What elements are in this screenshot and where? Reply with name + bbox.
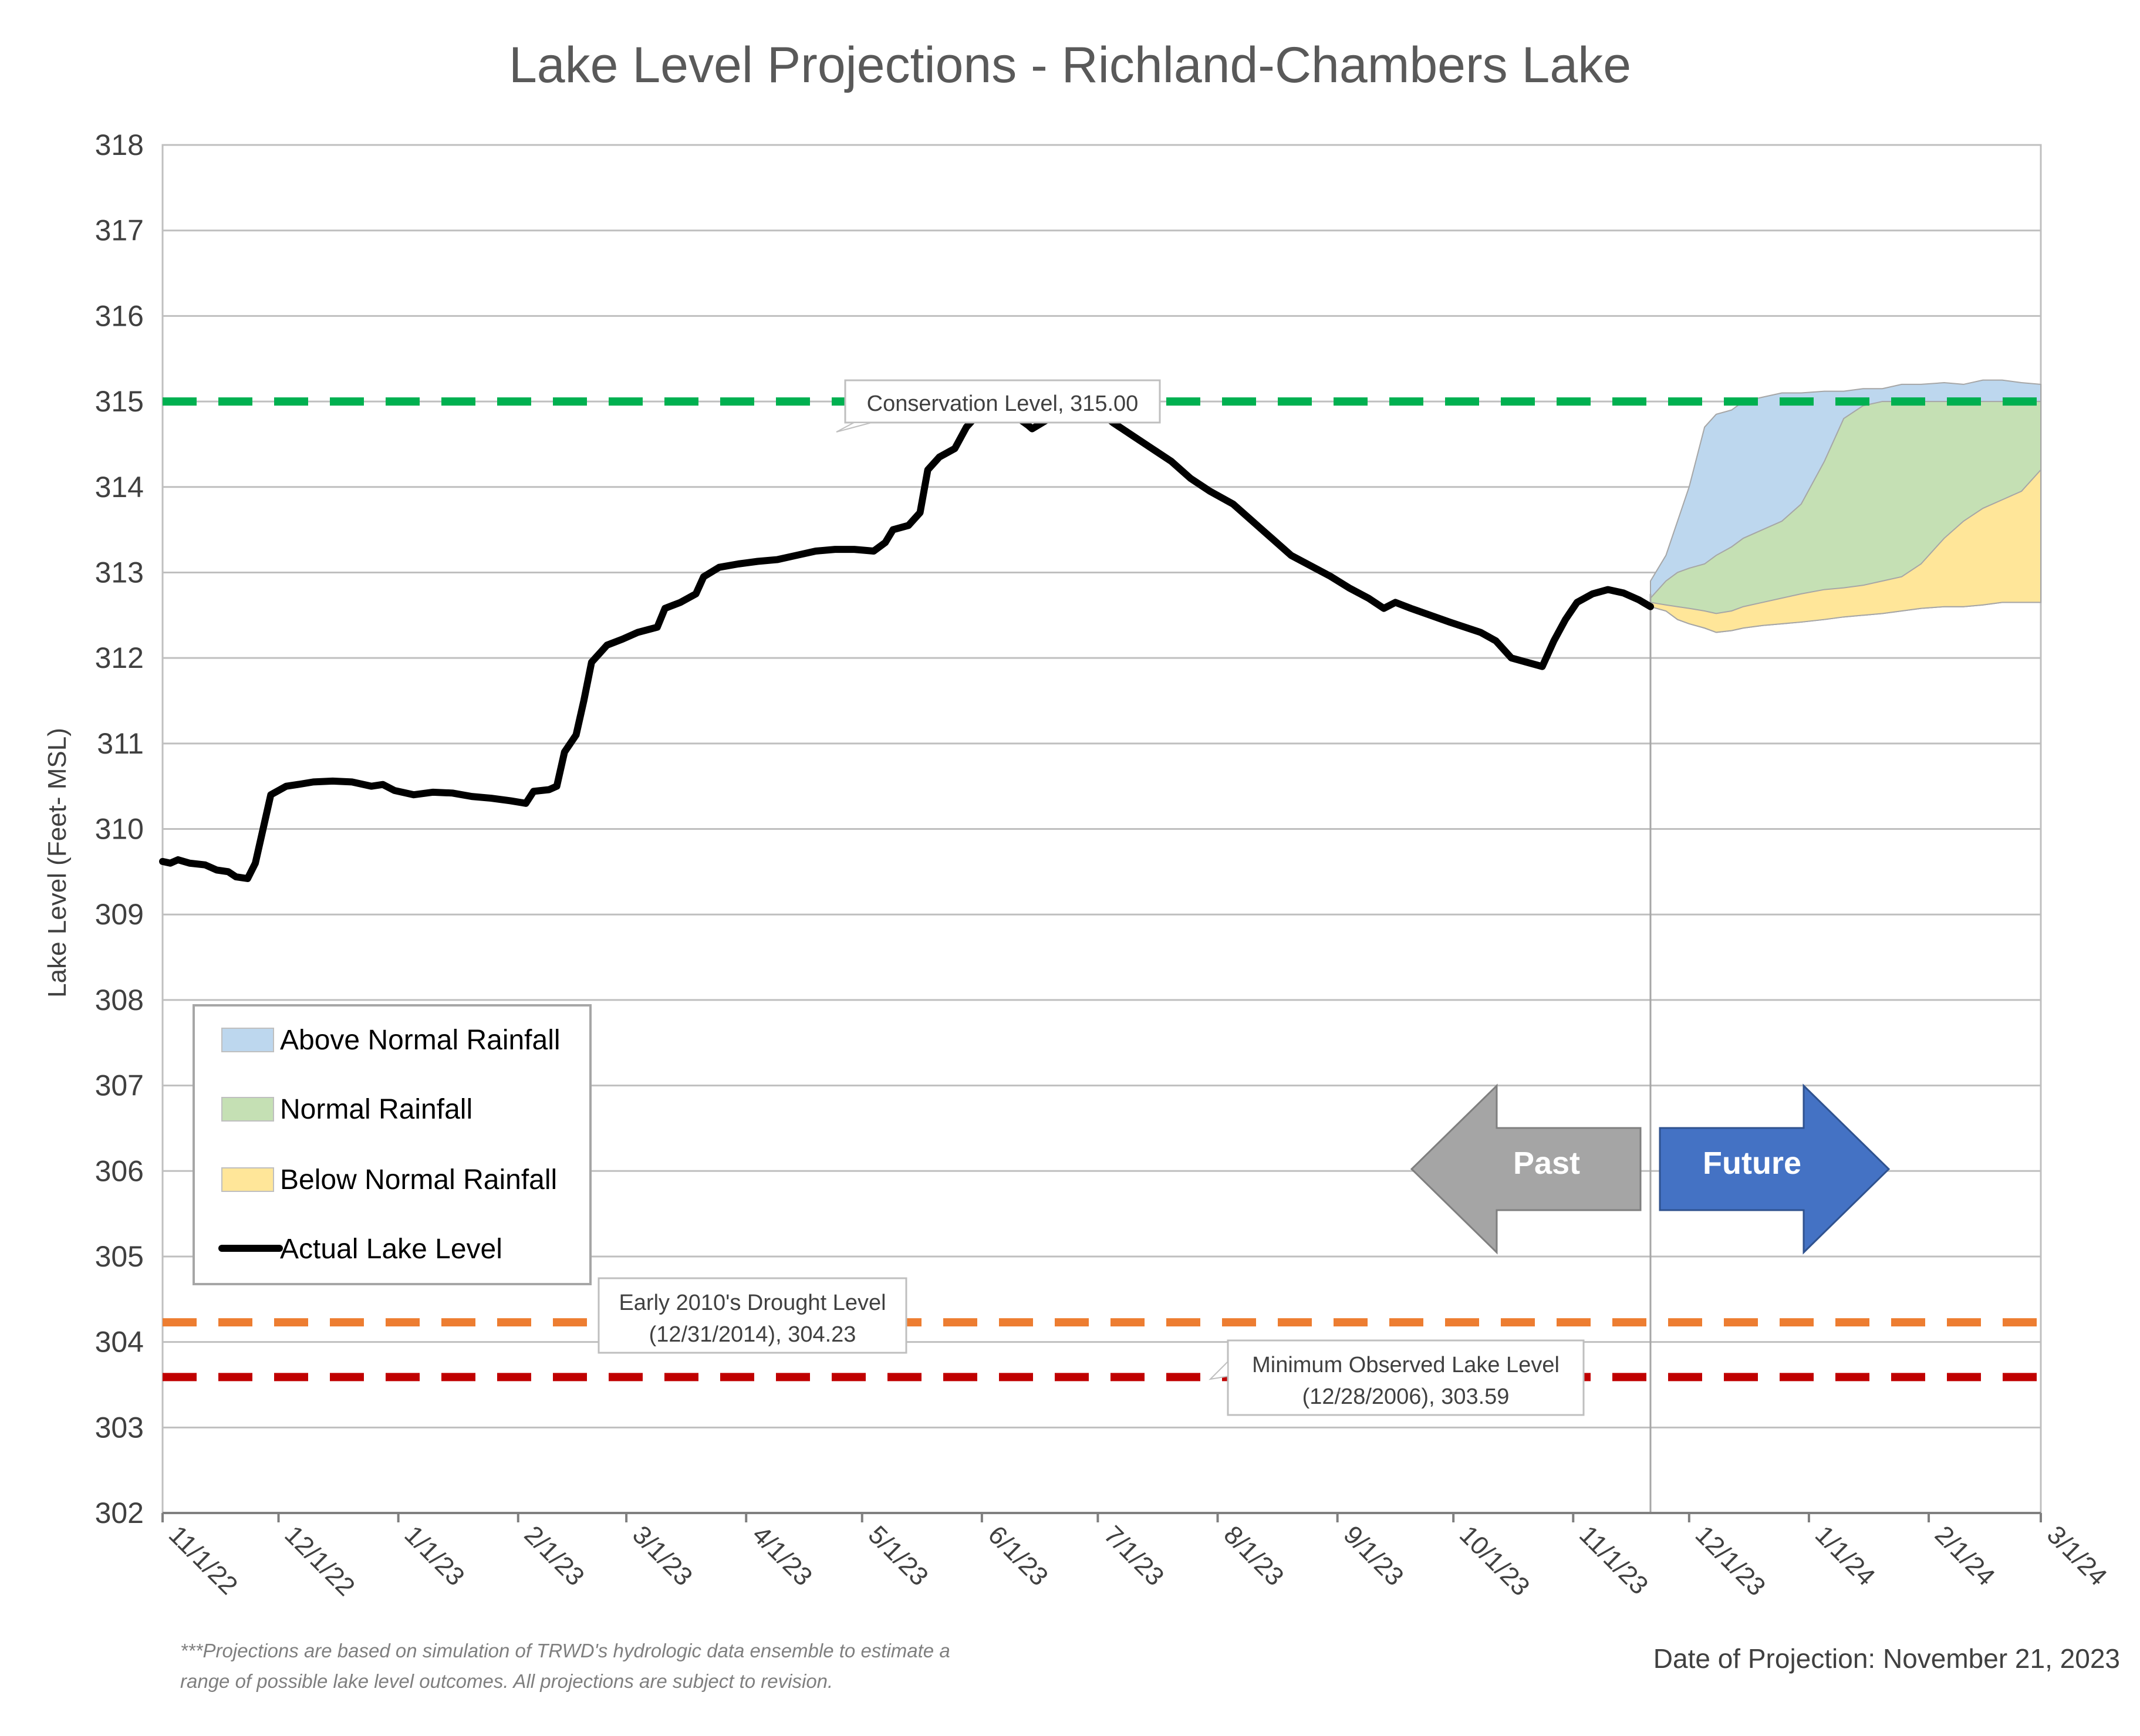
footnote-line-1: ***Projections are based on simulation o… (180, 1640, 950, 1661)
x-tick-label: 11/1/23 (1574, 1520, 1653, 1600)
callout-box-conservation (844, 379, 1161, 424)
y-tick-label: 312 (95, 641, 144, 674)
future-arrow-label: Future (1703, 1146, 1801, 1181)
past-arrow: Past (1410, 1083, 1642, 1255)
y-tick-label: 317 (95, 214, 144, 247)
x-tick-label: 8/1/23 (1218, 1520, 1289, 1591)
y-tick-label: 315 (95, 385, 144, 418)
y-axis-label: Lake Level (Feet- MSL) (43, 728, 72, 998)
callout-pointer-conservation (836, 422, 872, 433)
x-tick-label: 5/1/23 (863, 1520, 934, 1591)
y-tick-label: 303 (95, 1411, 144, 1444)
x-tick-label: 3/1/23 (627, 1520, 698, 1591)
projection-bands (1649, 379, 2041, 633)
legend-label-above: Above Normal Rainfall (280, 1025, 561, 1056)
footnote-line-2: range of possible lake level outcomes. A… (180, 1670, 833, 1692)
legend-label-normal: Normal Rainfall (280, 1094, 472, 1125)
callout-pointer-minimum (1209, 1360, 1228, 1380)
gridlines (161, 144, 2042, 1514)
y-tick-label: 313 (95, 556, 144, 589)
future-arrow-shape (1659, 1083, 1891, 1255)
x-tick-label: 11/1/22 (163, 1520, 243, 1600)
future-arrow: Future (1659, 1083, 1891, 1255)
callout-box-drought (598, 1277, 907, 1354)
legend-label-actual: Actual Lake Level (280, 1234, 502, 1265)
y-tick-label: 318 (95, 129, 144, 161)
reference-callouts: Conservation Level, 315.00 Early 2010's D… (598, 379, 1585, 1416)
x-tick-label: 10/1/23 (1454, 1520, 1535, 1601)
callout-label-conservation: Conservation Level, 315.00 (867, 391, 1139, 416)
band-below-normal (1649, 468, 2041, 633)
chart-title: Lake Level Projections - Richland-Chambe… (509, 37, 1631, 93)
x-tick-label: 1/1/24 (1810, 1520, 1881, 1591)
legend-swatch-normal (221, 1097, 274, 1122)
x-tick-label: 2/1/24 (1929, 1520, 2000, 1591)
past-arrow-shape (1410, 1083, 1642, 1255)
x-tick-label: 3/1/24 (2041, 1520, 2112, 1591)
y-tick-label: 314 (95, 471, 144, 504)
past-arrow-label: Past (1513, 1146, 1580, 1181)
callout-label-minimum-line2: (12/28/2006), 303.59 (1302, 1384, 1510, 1409)
axes (161, 593, 2042, 1522)
x-tick-label: 12/1/22 (279, 1520, 360, 1601)
y-tick-label: 308 (95, 984, 144, 1016)
callout-label-drought-line1: Early 2010's Drought Level (619, 1291, 886, 1315)
y-tick-label: 305 (95, 1240, 144, 1273)
y-tick-label: 310 (95, 813, 144, 846)
legend: Above Normal Rainfall Normal Rainfall Be… (193, 1004, 592, 1285)
y-tick-label: 316 (95, 299, 144, 332)
reference-lines (163, 397, 2041, 1382)
callout-label-drought-line2: (12/31/2014), 304.23 (649, 1322, 856, 1347)
x-tick-label: 7/1/23 (1098, 1520, 1169, 1591)
y-tick-label: 302 (95, 1497, 144, 1529)
x-tick-label: 6/1/23 (983, 1520, 1054, 1591)
y-tick-label: 306 (95, 1154, 144, 1187)
x-tick-label: 2/1/23 (519, 1520, 590, 1591)
x-tick-label: 9/1/23 (1338, 1520, 1409, 1591)
x-tick-label: 4/1/23 (747, 1520, 818, 1591)
projection-date: Date of Projection: November 21, 2023 (1653, 1643, 2120, 1674)
y-tick-label: 307 (95, 1069, 144, 1102)
callout-label-minimum-line1: Minimum Observed Lake Level (1252, 1353, 1560, 1377)
callout-box-minimum (1227, 1339, 1585, 1416)
legend-label-below: Below Normal Rainfall (280, 1164, 557, 1195)
x-tick-labels: 11/1/22 12/1/22 1/1/23 2/1/23 3/1/23 4/1/23 5/… (163, 1520, 2112, 1601)
y-tick-label: 311 (97, 727, 144, 760)
x-tick-label: 12/1/23 (1690, 1520, 1771, 1601)
actual-level-line (159, 398, 1654, 882)
y-tick-label: 304 (95, 1326, 144, 1359)
actual-lake-level (159, 398, 1654, 882)
y-tick-labels: 302 303 304 305 306 307 308 309 310 311 312 313 314 3… (95, 129, 144, 1529)
x-tick-label: 1/1/23 (399, 1520, 470, 1591)
legend-swatch-below (221, 1167, 274, 1192)
legend-swatch-above (221, 1028, 274, 1052)
y-tick-label: 309 (95, 898, 144, 931)
